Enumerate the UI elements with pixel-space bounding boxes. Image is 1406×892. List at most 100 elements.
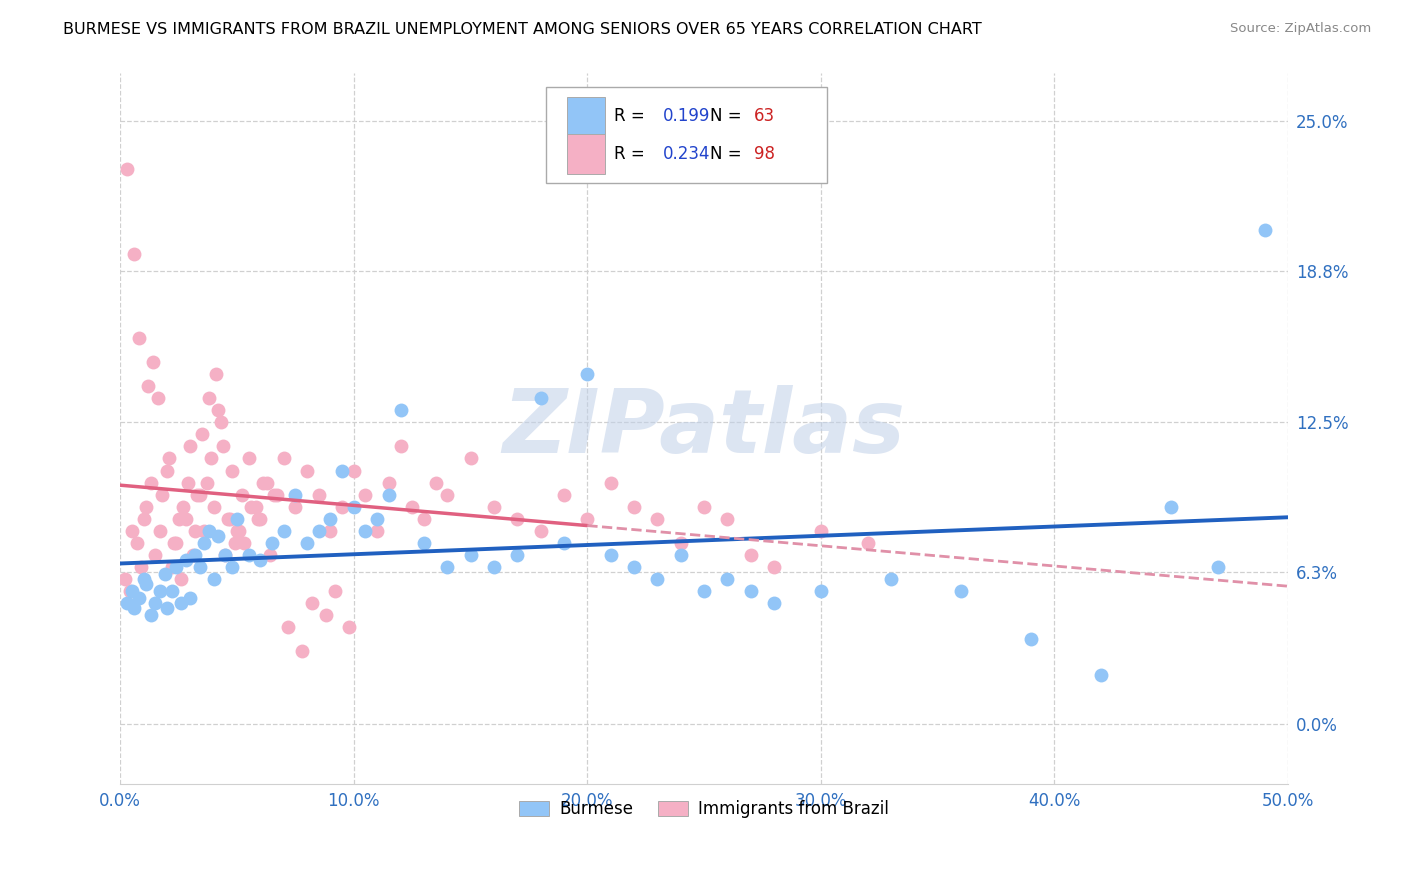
Point [139, 608, 162, 623]
Point [181, 548, 204, 562]
Point [193, 524, 215, 538]
Point [117, 162, 139, 177]
Point [156, 463, 179, 477]
Point [240, 500, 263, 514]
Point [156, 600, 179, 615]
Point [669, 548, 692, 562]
Text: 63: 63 [754, 107, 776, 126]
Point [198, 391, 221, 405]
Point [160, 584, 183, 599]
Point [315, 608, 337, 623]
Point [179, 591, 201, 606]
FancyBboxPatch shape [547, 87, 827, 183]
Point [295, 463, 318, 477]
Point [170, 596, 193, 610]
Point [623, 560, 645, 574]
Point [121, 524, 143, 538]
Point [763, 596, 786, 610]
Point [810, 524, 832, 538]
Point [128, 591, 150, 606]
Point [1019, 632, 1042, 647]
Point [482, 560, 505, 574]
Point [553, 488, 575, 502]
Point [401, 500, 423, 514]
Point [277, 620, 299, 634]
Point [188, 488, 211, 502]
Point [425, 475, 447, 490]
Point [623, 500, 645, 514]
Point [343, 500, 366, 514]
Point [460, 451, 482, 466]
Point [149, 524, 172, 538]
Point [160, 560, 183, 574]
Point [188, 560, 211, 574]
Point [530, 391, 553, 405]
Point [599, 548, 621, 562]
Point [716, 512, 738, 526]
Point [810, 584, 832, 599]
Point [167, 512, 190, 526]
FancyBboxPatch shape [568, 97, 605, 136]
Point [172, 500, 194, 514]
Point [221, 560, 243, 574]
Point [763, 560, 786, 574]
Point [1090, 668, 1112, 682]
Point [301, 596, 323, 610]
Point [174, 552, 197, 566]
Point [436, 488, 458, 502]
Point [323, 584, 346, 599]
Point [460, 548, 482, 562]
Point [238, 548, 260, 562]
Point [693, 500, 716, 514]
Point [262, 536, 284, 550]
Point [143, 596, 166, 610]
Point [135, 576, 157, 591]
Point [249, 512, 271, 526]
Point [121, 584, 143, 599]
Point [1206, 560, 1229, 574]
Point [266, 488, 288, 502]
Point [150, 488, 173, 502]
Point [124, 600, 146, 615]
Point [198, 524, 221, 538]
Point [217, 512, 239, 526]
Point [1160, 500, 1182, 514]
Point [412, 512, 434, 526]
Point [249, 552, 271, 566]
Point [263, 488, 285, 502]
Point [228, 524, 250, 538]
Point [139, 475, 162, 490]
Point [207, 403, 229, 417]
Point [163, 536, 186, 550]
Text: BURMESE VS IMMIGRANTS FROM BRAZIL UNEMPLOYMENT AMONG SENIORS OVER 65 YEARS CORRE: BURMESE VS IMMIGRANTS FROM BRAZIL UNEMPL… [63, 22, 981, 37]
Point [212, 439, 235, 453]
Point [330, 500, 353, 514]
Point [647, 572, 669, 586]
Point [170, 572, 193, 586]
Point [128, 331, 150, 345]
Point [273, 451, 295, 466]
Point [207, 528, 229, 542]
Point [214, 548, 236, 562]
Point [716, 572, 738, 586]
Point [233, 536, 256, 550]
Point [252, 475, 274, 490]
Point [354, 488, 377, 502]
Point [200, 451, 222, 466]
Point [136, 379, 159, 393]
Point [195, 475, 218, 490]
Point [330, 463, 353, 477]
Point [124, 246, 146, 260]
Point [740, 548, 762, 562]
Point [669, 536, 692, 550]
Point [114, 572, 136, 586]
Point [214, 548, 236, 562]
Point [308, 524, 330, 538]
Point [378, 488, 401, 502]
Point [226, 524, 249, 538]
Point [389, 439, 412, 453]
Point [366, 524, 388, 538]
Point [117, 596, 139, 610]
Point [436, 560, 458, 574]
Point [343, 463, 366, 477]
